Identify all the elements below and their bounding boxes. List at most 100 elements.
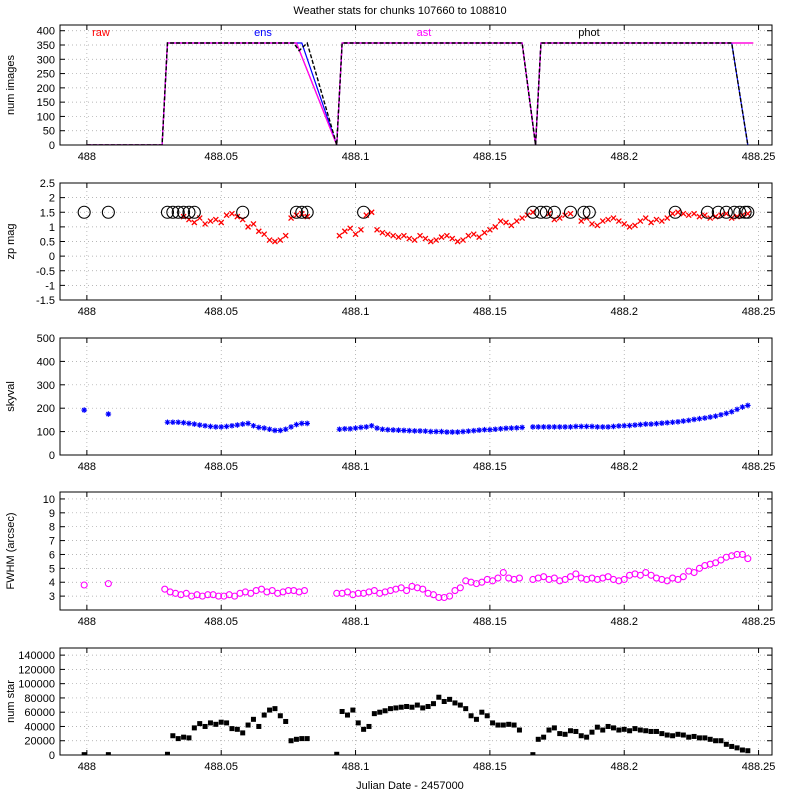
- y-tick-label: 7: [49, 536, 55, 548]
- data-point: [707, 414, 714, 420]
- data-point: [535, 424, 542, 430]
- y-tick-label: 500: [37, 333, 55, 345]
- data-point: [352, 425, 359, 431]
- data-point: [691, 416, 697, 423]
- x-tick-label: 488.05: [204, 616, 238, 628]
- data-point: [196, 422, 203, 428]
- data-point: [304, 736, 310, 742]
- y-tick-label: 300: [37, 380, 55, 392]
- data-point: [447, 696, 453, 702]
- data-point: [713, 738, 719, 744]
- data-point: [696, 213, 703, 220]
- data-point: [224, 720, 230, 726]
- x-tick-label: 488.2: [610, 616, 638, 628]
- data-point: [679, 573, 687, 581]
- data-point: [668, 205, 682, 219]
- x-tick-label: 488.25: [742, 761, 776, 773]
- y-tick-label: 140000: [18, 650, 55, 662]
- data-point: [547, 205, 561, 219]
- data-point: [659, 420, 665, 426]
- data-point: [422, 428, 429, 434]
- y-tick-label: 0: [49, 251, 55, 263]
- data-point: [723, 410, 730, 417]
- data-point: [567, 424, 574, 430]
- data-point: [104, 580, 112, 588]
- data-point: [535, 736, 541, 742]
- data-point: [460, 237, 466, 243]
- data-point: [182, 589, 190, 597]
- data-point: [468, 713, 474, 719]
- data-point: [384, 231, 391, 238]
- data-point: [487, 426, 493, 433]
- data-point: [282, 232, 289, 239]
- x-tick-label: 488.2: [610, 151, 638, 163]
- data-point: [508, 222, 515, 229]
- data-point: [186, 735, 192, 741]
- data-point: [562, 731, 568, 737]
- data-point: [529, 209, 536, 216]
- data-point: [197, 721, 203, 727]
- y-tick-label: 0: [49, 750, 55, 762]
- data-point: [268, 587, 276, 595]
- data-point: [374, 425, 380, 431]
- plot-frame: [59, 491, 773, 611]
- data-point: [354, 589, 362, 597]
- data-point: [446, 592, 454, 600]
- data-point: [397, 584, 405, 592]
- data-point: [430, 701, 436, 707]
- y-tick-label: 400: [37, 26, 55, 38]
- data-point: [578, 218, 585, 224]
- data-point: [161, 585, 169, 593]
- data-point: [288, 738, 294, 744]
- data-point: [444, 429, 450, 435]
- data-point: [733, 550, 741, 559]
- data-point: [605, 216, 612, 223]
- panel-5: 488 488.05 488.1 488.15 488.2 488.25 0 20000 400…: [5, 647, 776, 773]
- data-point: [539, 205, 553, 219]
- data-point: [470, 427, 477, 434]
- x-tick-label: 488.05: [204, 461, 238, 473]
- data-point: [341, 228, 348, 235]
- data-point: [266, 426, 273, 433]
- data-point: [438, 234, 445, 241]
- data-point: [288, 424, 294, 430]
- data-point: [395, 234, 402, 241]
- data-point: [664, 419, 671, 426]
- data-point: [240, 730, 246, 736]
- data-point: [702, 415, 708, 421]
- data-point: [384, 426, 391, 433]
- data-point: [101, 205, 115, 219]
- data-point: [627, 728, 633, 734]
- data-point: [212, 216, 219, 223]
- data-point: [637, 421, 644, 428]
- data-point: [282, 426, 289, 433]
- data-point: [223, 212, 230, 219]
- x-tick-label: 488.15: [473, 461, 507, 473]
- y-tick-label: 2: [49, 193, 55, 205]
- data-point: [300, 205, 314, 219]
- data-point: [712, 559, 720, 567]
- data-point: [411, 237, 418, 243]
- data-point: [605, 723, 611, 729]
- y-tick-label: 50: [43, 126, 55, 138]
- data-point: [530, 424, 536, 430]
- x-tick-label: 488.15: [473, 306, 507, 318]
- data-point: [377, 709, 383, 715]
- data-point: [481, 426, 488, 433]
- y-tick-label: 0: [49, 450, 55, 462]
- data-point: [727, 205, 741, 219]
- data-point: [452, 700, 458, 706]
- data-point: [333, 589, 341, 597]
- panel-1: 488 488.05 488.1 488.15 488.2 488.25 0 50 100 150…: [5, 24, 775, 163]
- data-point: [379, 229, 386, 236]
- legend-label-raw: raw: [92, 27, 110, 39]
- data-point: [454, 429, 461, 435]
- data-point: [187, 205, 201, 219]
- data-point: [400, 232, 407, 239]
- data-point: [675, 731, 681, 737]
- data-point: [347, 425, 353, 432]
- data-point: [295, 205, 309, 219]
- data-point: [669, 419, 676, 426]
- data-point: [495, 722, 501, 728]
